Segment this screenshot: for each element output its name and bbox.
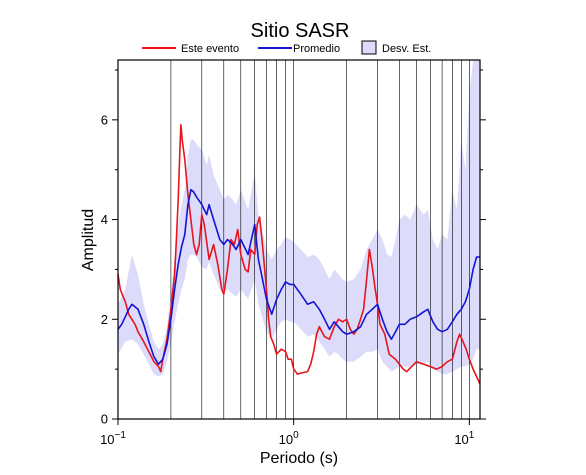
std-dev-band-layer <box>118 60 480 377</box>
series-line-promedio <box>117 188 480 366</box>
tick-layer: 0 2 4 6 10−1 100 101 <box>100 69 486 447</box>
legend-label-promedio: Promedio <box>293 43 340 55</box>
plot-frame <box>117 59 481 420</box>
y-tick-label: 4 <box>101 212 108 227</box>
x-tick-label: 10−1 <box>100 430 126 447</box>
x-tick-label: 100 <box>279 430 299 447</box>
legend-label-este-evento: Este evento <box>181 43 239 55</box>
y-axis-title: Amplitud <box>80 209 97 271</box>
chart-title: Sitio SASR <box>251 20 350 42</box>
y-tick-label: 2 <box>101 312 108 327</box>
series-line-este-evento <box>117 124 481 385</box>
legend-swatch-desv-est <box>361 40 377 55</box>
legend-label-desv-est: Desv. Est. <box>382 43 431 55</box>
grid-layer <box>117 60 470 419</box>
y-tick-label: 6 <box>101 112 108 127</box>
series-layer <box>117 124 481 385</box>
std-dev-band <box>118 60 480 377</box>
legend: Este evento Promedio Desv. Est. <box>142 40 431 55</box>
x-tick-label: 101 <box>454 430 474 447</box>
x-axis-title: Periodo (s) <box>260 450 338 467</box>
y-tick-label: 0 <box>101 412 108 427</box>
